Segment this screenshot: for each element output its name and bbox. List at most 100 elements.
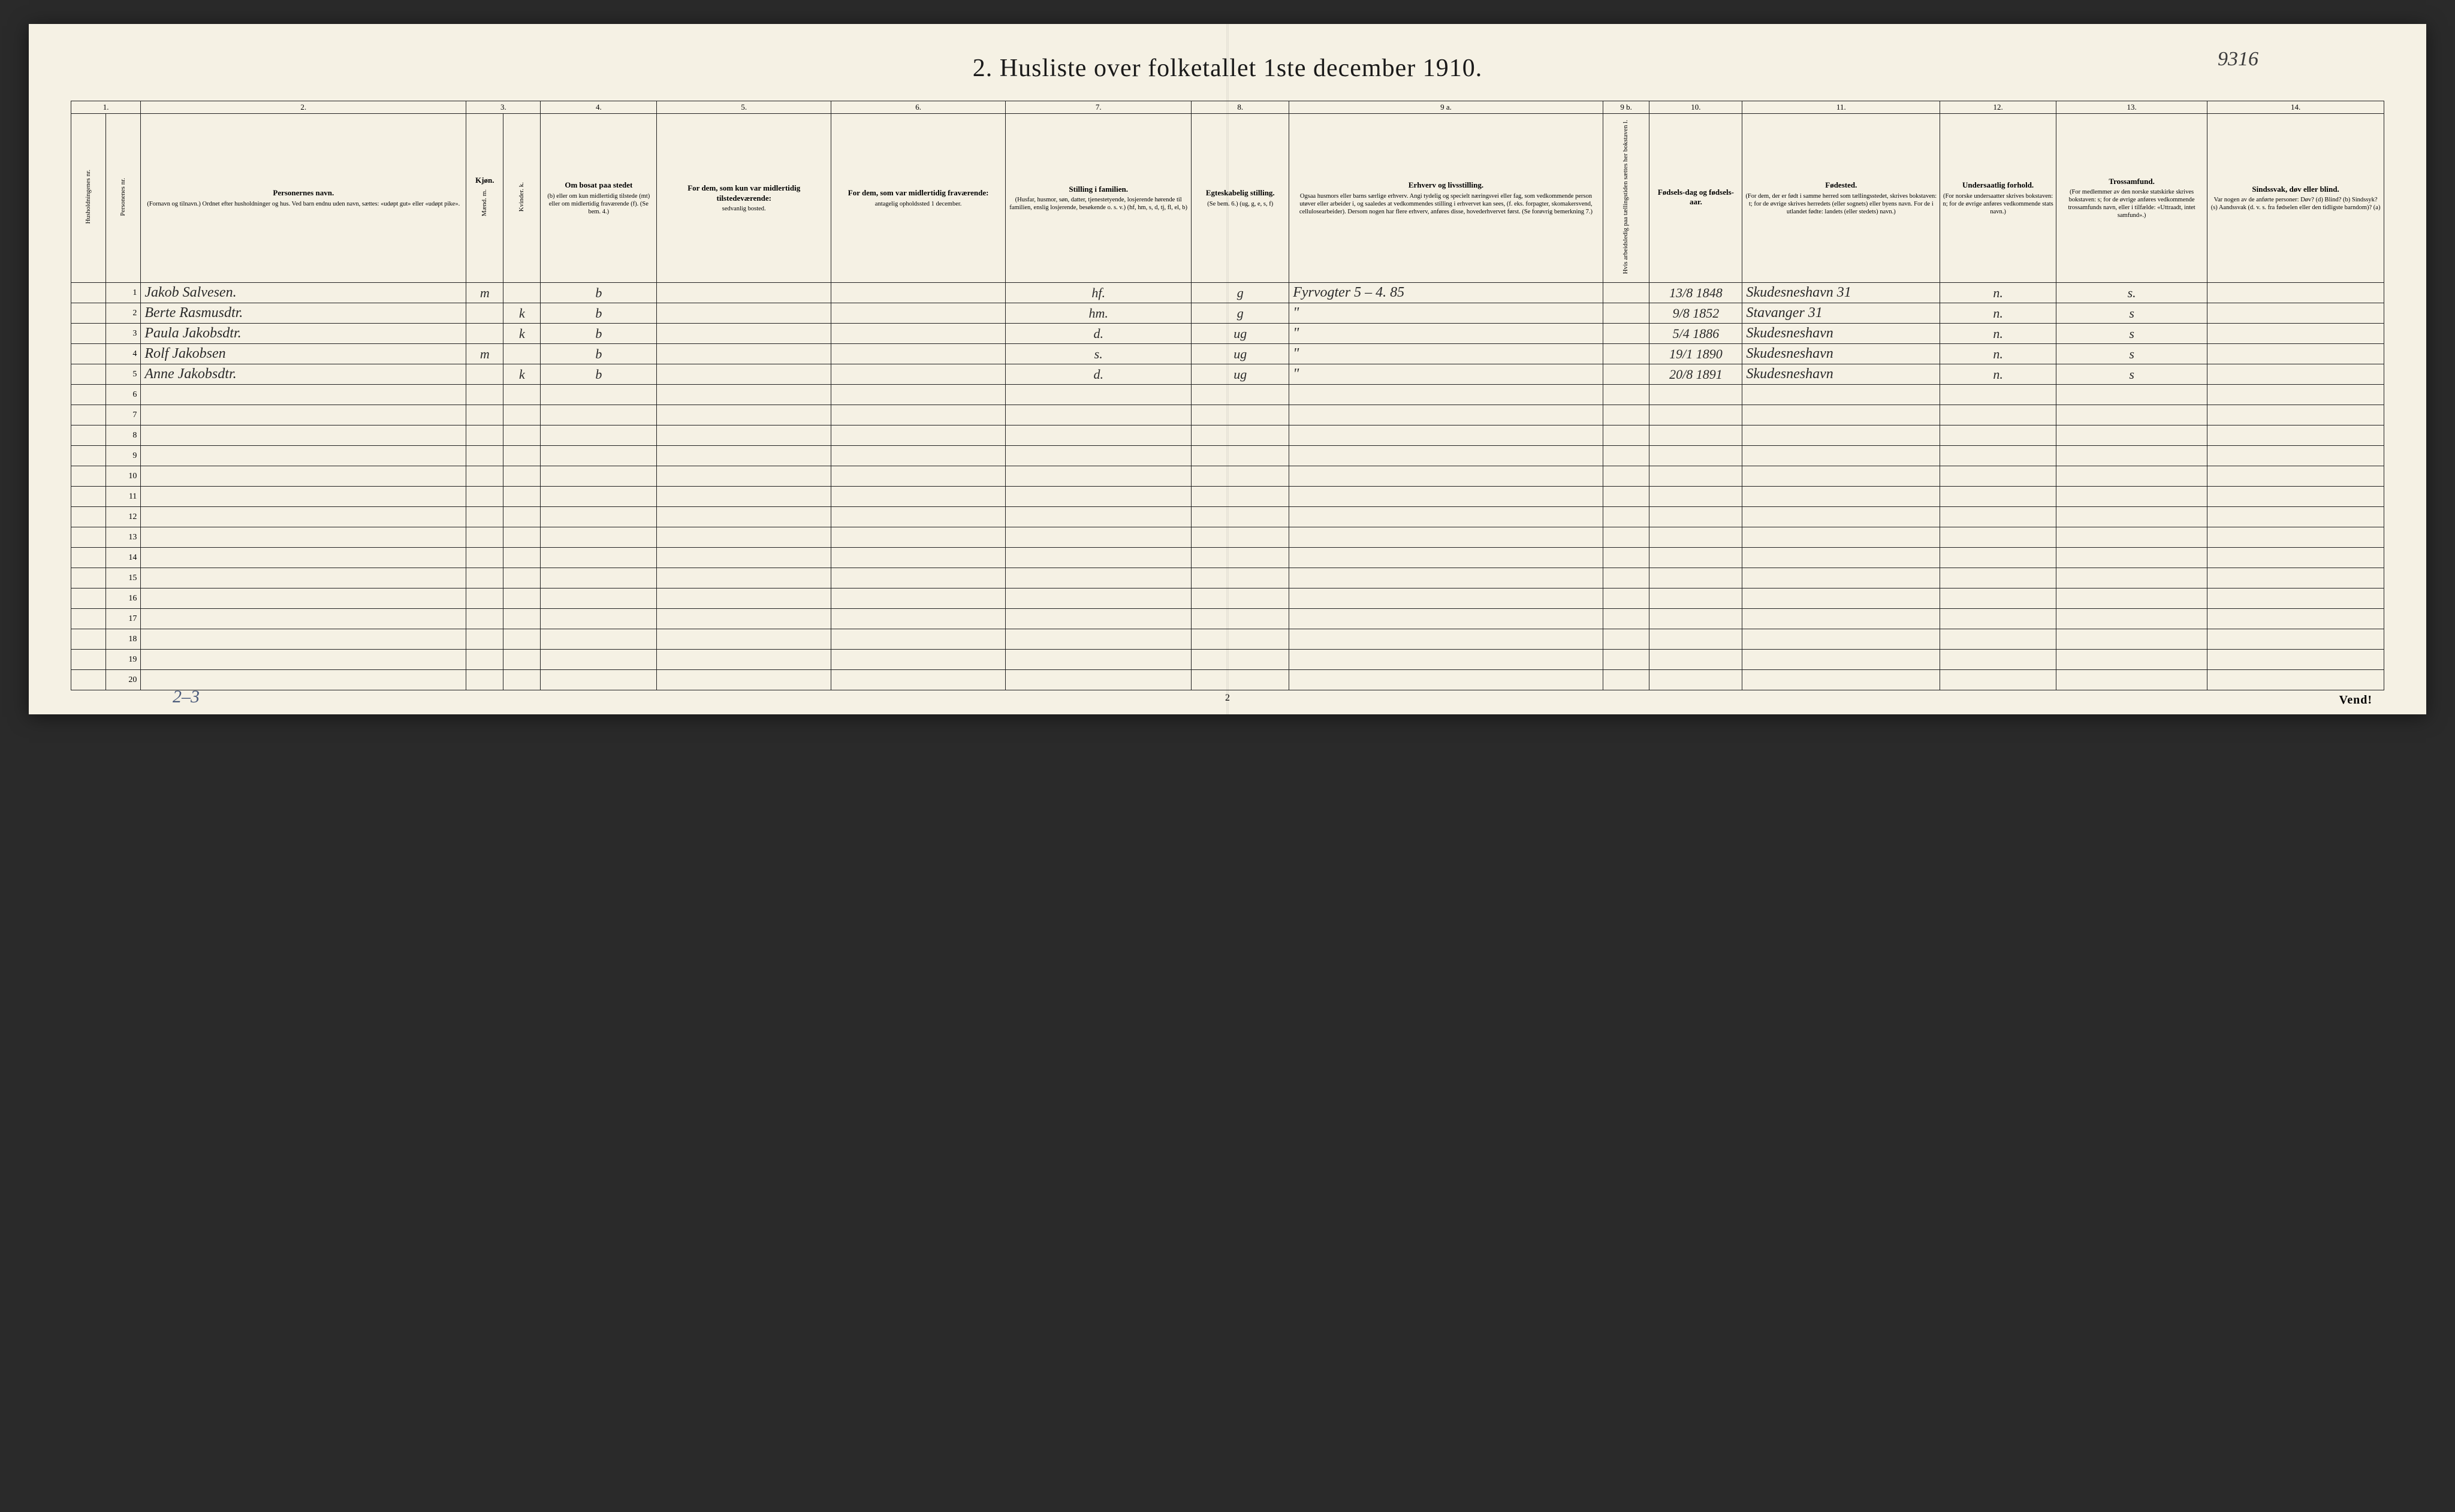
cell-household-no <box>71 548 106 568</box>
cell-empty <box>1603 650 1649 670</box>
cell-empty <box>1742 588 1940 609</box>
table-row: 16 <box>71 588 2384 609</box>
cell-empty <box>466 609 503 629</box>
cell-name: Rolf Jakobsen <box>141 344 466 364</box>
cell-family-pos: hf. <box>1006 283 1192 303</box>
cell-empty <box>1006 650 1192 670</box>
cell-nationality: n. <box>1940 303 2056 324</box>
cell-empty <box>1192 466 1289 487</box>
cell-empty <box>2056 487 2207 507</box>
cell-empty <box>1940 609 2056 629</box>
cell-sex-k: k <box>503 324 541 344</box>
cell-empty <box>541 405 657 425</box>
cell-household-no <box>71 507 106 527</box>
hdr-residence: Om bosat paa stedet (b) eller om kun mid… <box>541 114 657 283</box>
cell-nationality: n. <box>1940 283 2056 303</box>
cell-empty <box>1603 487 1649 507</box>
table-row: 6 <box>71 385 2384 405</box>
cell-empty <box>541 527 657 548</box>
cell-empty <box>657 487 831 507</box>
cell-empty <box>2207 507 2384 527</box>
table-row: 1Jakob Salvesen.mbhf.gFyrvogter 5 – 4. 8… <box>71 283 2384 303</box>
cell-empty <box>141 548 466 568</box>
cell-household-no <box>71 609 106 629</box>
cell-empty <box>141 527 466 548</box>
cell-empty <box>1603 568 1649 588</box>
cell-empty <box>141 588 466 609</box>
cell-empty <box>541 466 657 487</box>
cell-empty <box>503 487 541 507</box>
table-row: 17 <box>71 609 2384 629</box>
hdr-unemployed: Hvis arbeidsledig paa tællingstiden sætt… <box>1603 114 1649 283</box>
cell-household-no <box>71 283 106 303</box>
cell-person-no: 3 <box>106 324 141 344</box>
cell-empty <box>141 568 466 588</box>
cell-empty <box>1289 548 1603 568</box>
cell-empty <box>541 609 657 629</box>
cell-empty <box>1649 405 1742 425</box>
cell-empty <box>1940 629 2056 650</box>
cell-temp-present <box>657 324 831 344</box>
table-row: 7 <box>71 405 2384 425</box>
cell-empty <box>1649 588 1742 609</box>
cell-empty <box>1289 466 1603 487</box>
cell-birthdate: 9/8 1852 <box>1649 303 1742 324</box>
cell-empty <box>657 405 831 425</box>
cell-empty <box>2056 609 2207 629</box>
cell-empty <box>657 527 831 548</box>
cell-empty <box>141 425 466 446</box>
cell-empty <box>2207 446 2384 466</box>
cell-marital: g <box>1192 283 1289 303</box>
cell-birthplace: Skudesneshavn <box>1742 324 1940 344</box>
cell-empty <box>1006 446 1192 466</box>
cell-empty <box>1006 425 1192 446</box>
cell-empty <box>1603 405 1649 425</box>
cell-empty <box>466 650 503 670</box>
census-table: 1. 2. 3. 4. 5. 6. 7. 8. 9 a. 9 b. 10. 11… <box>71 101 2384 690</box>
cell-empty <box>1192 425 1289 446</box>
cell-empty <box>831 609 1006 629</box>
cell-empty <box>1006 568 1192 588</box>
cell-empty <box>1940 568 2056 588</box>
cell-empty <box>1940 425 2056 446</box>
cell-religion: s. <box>2056 283 2207 303</box>
table-row: 2Berte Rasmusdtr.kbhm.g"9/8 1852Stavange… <box>71 303 2384 324</box>
cell-temp-absent <box>831 364 1006 385</box>
hdr-birthdate: Fødsels-dag og fødsels-aar. <box>1649 114 1742 283</box>
bottom-left-annotation: 2–3 <box>173 687 200 707</box>
cell-empty <box>2056 650 2207 670</box>
cell-temp-absent <box>831 283 1006 303</box>
cell-empty <box>1742 609 1940 629</box>
cell-empty <box>1289 507 1603 527</box>
cell-empty <box>2207 466 2384 487</box>
cell-person-no: 1 <box>106 283 141 303</box>
cell-empty <box>466 446 503 466</box>
hdr-family-position: Stilling i familien. (Husfar, husmor, sø… <box>1006 114 1192 283</box>
cell-nationality: n. <box>1940 344 2056 364</box>
cell-person-no: 2 <box>106 303 141 324</box>
cell-empty <box>831 629 1006 650</box>
cell-empty <box>503 650 541 670</box>
cell-temp-absent <box>831 303 1006 324</box>
cell-person-no: 4 <box>106 344 141 364</box>
cell-person-no: 19 <box>106 650 141 670</box>
cell-empty <box>831 446 1006 466</box>
cell-empty <box>1192 487 1289 507</box>
table-row: 5Anne Jakobsdtr.kbd.ug"20/8 1891Skudesne… <box>71 364 2384 385</box>
cell-empty <box>1649 670 1742 690</box>
cell-empty <box>657 548 831 568</box>
cell-empty <box>541 487 657 507</box>
cell-religion: s <box>2056 364 2207 385</box>
cell-empty <box>466 487 503 507</box>
cell-empty <box>2056 588 2207 609</box>
cell-empty <box>1289 425 1603 446</box>
cell-person-no: 6 <box>106 385 141 405</box>
cell-unemployed <box>1603 303 1649 324</box>
cell-empty <box>141 650 466 670</box>
cell-person-no: 20 <box>106 670 141 690</box>
cell-empty <box>1742 446 1940 466</box>
cell-empty <box>1940 527 2056 548</box>
cell-empty <box>541 425 657 446</box>
cell-empty <box>831 425 1006 446</box>
hdr-birthplace: Fødested. (For dem, der er født i samme … <box>1742 114 1940 283</box>
